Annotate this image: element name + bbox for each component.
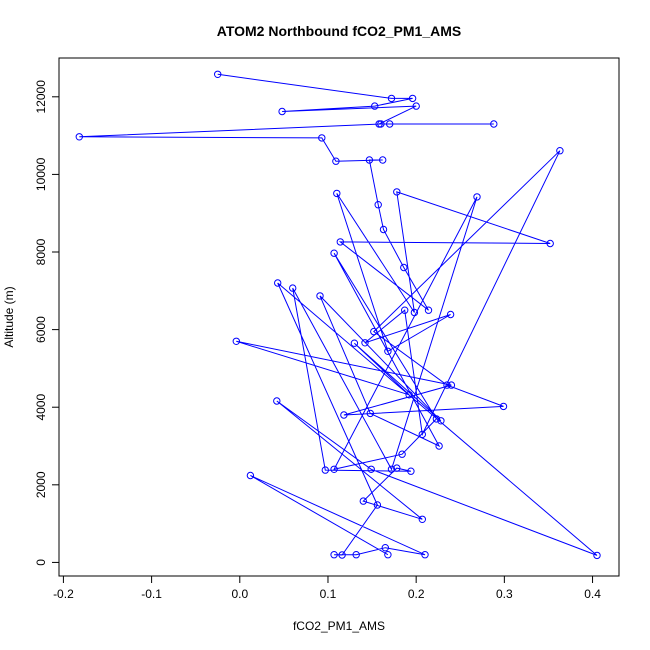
data-point xyxy=(330,551,338,559)
data-point xyxy=(443,381,451,389)
data-point xyxy=(75,133,84,141)
data-point xyxy=(412,102,420,110)
data-point xyxy=(359,497,367,505)
data-point xyxy=(393,464,401,472)
x-tick-label: 0.2 xyxy=(408,587,425,601)
data-point xyxy=(473,193,481,201)
data-point xyxy=(446,310,455,319)
data-point xyxy=(361,339,369,347)
plot-frame xyxy=(58,57,620,577)
data-point xyxy=(499,402,508,411)
data-point xyxy=(333,189,341,198)
x-tick-label: 0.0 xyxy=(231,587,248,601)
x-tick-label: 0.3 xyxy=(496,587,513,601)
data-point xyxy=(332,157,340,165)
x-axis: -0.2 -0.1 0.0 0.1 0.2 0.3 0.4 xyxy=(53,575,601,601)
data-point xyxy=(381,544,389,552)
data-point xyxy=(421,551,429,559)
y-tick-label: 8000 xyxy=(34,238,48,265)
data-point xyxy=(400,263,408,272)
y-tick-label: 10000 xyxy=(34,157,48,191)
data-point xyxy=(352,551,360,559)
data-point xyxy=(386,120,394,128)
data-point xyxy=(366,409,374,418)
x-axis-label: fCO2_PM1_AMS xyxy=(293,619,385,633)
data-point xyxy=(556,147,564,155)
data-point xyxy=(407,467,415,475)
data-point xyxy=(316,292,324,300)
data-point xyxy=(384,551,392,559)
data-point xyxy=(274,279,282,287)
data-point xyxy=(336,238,344,246)
x-tick-label: 0.4 xyxy=(584,587,601,601)
data-point xyxy=(246,471,255,480)
data-point xyxy=(338,551,346,559)
data-point xyxy=(374,201,382,209)
data-point xyxy=(350,339,359,347)
data-point xyxy=(490,120,498,128)
y-tick-label: 4000 xyxy=(34,394,48,421)
data-point xyxy=(340,411,348,419)
data-point xyxy=(370,327,378,336)
data-point xyxy=(418,515,426,523)
data-point xyxy=(437,417,445,425)
data-point xyxy=(232,337,241,345)
x-tick-label: -0.2 xyxy=(53,587,74,601)
data-point xyxy=(593,551,601,560)
data-point xyxy=(432,415,441,423)
data-point xyxy=(418,430,426,439)
data-point xyxy=(318,134,326,142)
data-point xyxy=(330,249,338,257)
data-point xyxy=(393,188,401,196)
data-point xyxy=(384,347,392,355)
data-point xyxy=(278,107,286,116)
data-point xyxy=(365,156,374,164)
x-tick-label: -0.1 xyxy=(141,587,162,601)
y-tick-label: 12000 xyxy=(34,80,48,114)
data-point xyxy=(405,391,413,399)
y-tick-label: 2000 xyxy=(34,471,48,498)
data-point xyxy=(321,466,329,474)
data-point xyxy=(379,225,388,234)
data-point xyxy=(447,381,456,389)
y-tick-label: 6000 xyxy=(34,316,48,343)
data-point xyxy=(435,442,443,450)
chart-title: ATOM2 Northbound fCO2_PM1_AMS xyxy=(217,23,462,39)
data-point xyxy=(387,94,396,103)
data-point xyxy=(373,501,382,509)
data-point xyxy=(424,306,433,314)
series-line xyxy=(79,73,598,556)
data-point xyxy=(379,156,387,164)
data-point xyxy=(398,450,406,458)
y-axis: 0 2000 4000 6000 8000 10000 12000 xyxy=(34,80,60,566)
y-axis-label: Altitude (m) xyxy=(2,286,16,347)
data-point xyxy=(214,70,222,79)
data-point xyxy=(371,102,379,110)
data-point xyxy=(387,465,396,473)
data-point xyxy=(367,465,375,473)
data-point xyxy=(408,94,417,103)
data-point xyxy=(377,120,385,128)
data-point xyxy=(330,465,338,473)
y-tick-label: 0 xyxy=(34,559,48,566)
x-tick-label: 0.1 xyxy=(320,587,337,601)
data-point xyxy=(546,239,554,248)
data-point xyxy=(410,308,419,317)
data-points xyxy=(75,70,601,560)
data-point xyxy=(289,284,297,292)
data-point xyxy=(273,397,281,405)
data-point xyxy=(401,306,409,314)
